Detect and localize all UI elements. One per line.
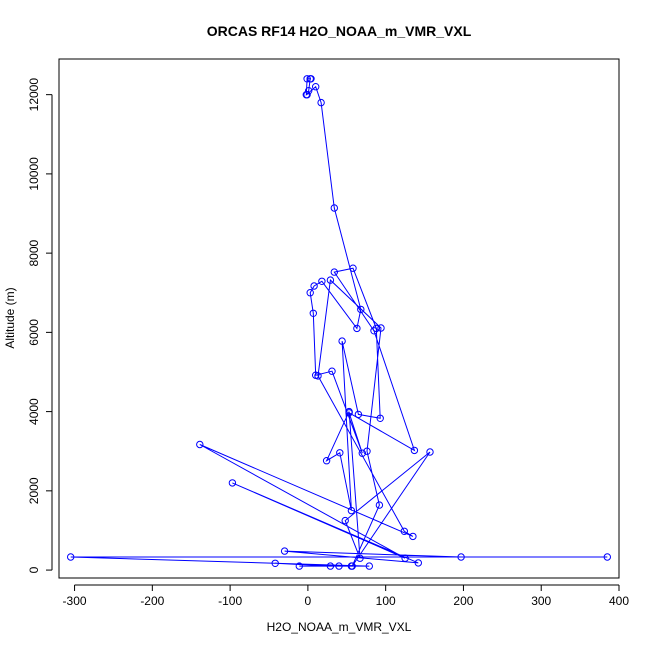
- x-tick-label: -200: [140, 594, 164, 608]
- x-tick-label: 0: [305, 594, 312, 608]
- x-tick-label: 300: [531, 594, 551, 608]
- data-point: [335, 562, 343, 570]
- y-tick-label: 6000: [27, 319, 41, 346]
- data-point: [280, 547, 289, 555]
- y-axis-label: Altitude (m): [3, 287, 17, 348]
- data-point: [322, 457, 331, 465]
- data-point: [603, 553, 611, 561]
- data-point: [457, 553, 465, 561]
- data-point: [400, 527, 408, 535]
- x-axis: -300 -200 -100 0 100 200 300 400: [63, 584, 629, 608]
- data-point: [375, 501, 384, 509]
- data-point: [409, 532, 417, 541]
- data-point: [303, 75, 311, 83]
- data-point: [356, 554, 364, 562]
- data-point: [328, 367, 336, 375]
- y-tick-label: 8000: [27, 239, 41, 266]
- x-tick-label: 100: [376, 594, 396, 608]
- x-tick-label: -100: [218, 594, 242, 608]
- data-point: [363, 447, 371, 455]
- data-point: [341, 516, 349, 525]
- data-point: [365, 562, 373, 570]
- data-point: [271, 559, 279, 567]
- y-axis: 0 2000 4000 6000 8000 10000 12000: [27, 78, 53, 573]
- x-tick-label: 200: [453, 594, 473, 608]
- x-tick-label: -300: [63, 594, 87, 608]
- data-point: [354, 410, 363, 419]
- y-tick-label: 0: [27, 566, 41, 573]
- data-point: [426, 448, 434, 456]
- data-point: [312, 83, 320, 91]
- data-point: [302, 91, 310, 99]
- data-point: [330, 268, 338, 276]
- data-point: [314, 372, 322, 380]
- data-point: [410, 446, 419, 455]
- data-point: [67, 553, 75, 561]
- data-point: [307, 75, 315, 83]
- data-point: [318, 277, 326, 285]
- data-point: [310, 282, 318, 290]
- y-tick-label: 2000: [27, 477, 41, 504]
- data-point: [372, 324, 380, 333]
- data-point: [196, 440, 204, 449]
- data-point: [317, 98, 325, 107]
- data-point: [305, 87, 313, 95]
- data-point: [228, 479, 237, 487]
- data-point: [377, 324, 385, 332]
- y-tick-label: 12000: [27, 78, 41, 112]
- y-tick-label: 10000: [27, 157, 41, 191]
- data-point: [295, 562, 303, 570]
- chart-title: ORCAS RF14 H2O_NOAA_m_VMR_VXL: [207, 23, 472, 39]
- data-point: [330, 204, 338, 212]
- series-line: [70, 78, 608, 567]
- data-point: [336, 449, 344, 457]
- series-layer: [67, 75, 611, 570]
- data-point: [370, 327, 378, 335]
- data-point: [401, 554, 409, 562]
- data-point: [347, 506, 356, 515]
- data-point: [306, 289, 314, 297]
- data-point: [414, 559, 422, 567]
- data-point: [349, 264, 357, 272]
- data-point: [345, 407, 353, 416]
- data-point: [353, 324, 361, 333]
- data-point: [358, 449, 366, 457]
- data-point: [376, 414, 384, 422]
- data-point: [347, 562, 356, 570]
- y-tick-label: 4000: [27, 398, 41, 425]
- data-point: [326, 276, 335, 284]
- data-point: [338, 337, 346, 345]
- data-point: [326, 562, 335, 570]
- data-point: [309, 309, 317, 317]
- data-point: [357, 305, 365, 314]
- x-tick-label: 400: [609, 594, 629, 608]
- plot-frame: [58, 58, 620, 579]
- x-axis-label: H2O_NOAA_m_VMR_VXL: [267, 620, 412, 634]
